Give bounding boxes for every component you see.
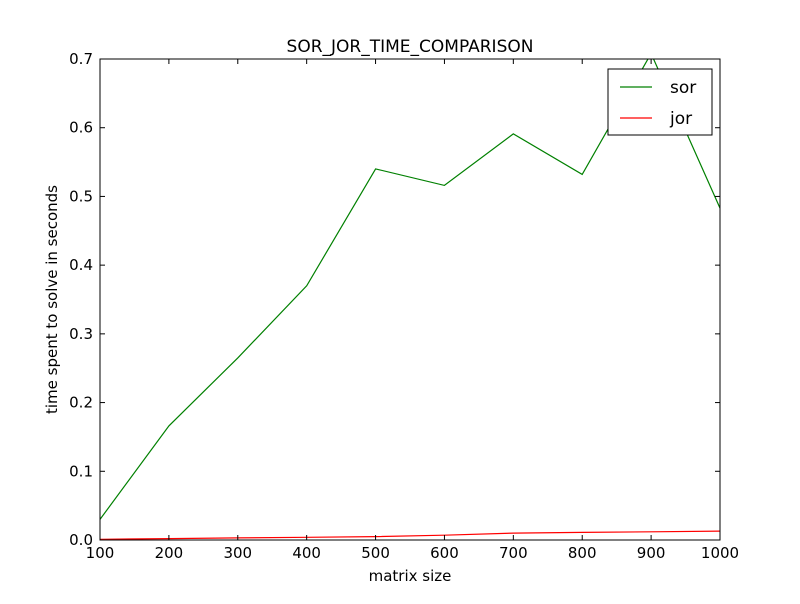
plot-frame (99, 58, 721, 541)
series-line-jor (100, 530, 720, 540)
y-axis-label: time spent to solve in seconds (43, 185, 61, 414)
x-axis-label: matrix size (369, 567, 452, 585)
x-tick-label: 300 (223, 544, 252, 562)
y-tick-label: 0.2 (69, 394, 93, 412)
legend-label-sor: sor (670, 78, 696, 98)
ticks-layer: 100 200 300 400 500 600 700 800 900 1000 0.0 0.1 0.2… (69, 50, 739, 562)
x-tick-label: 1000 (701, 544, 739, 562)
y-tick-label: 0.1 (69, 462, 93, 480)
x-tick-label: 700 (499, 544, 528, 562)
x-tick-label: 100 (86, 544, 115, 562)
y-tick-label: 0.6 (69, 119, 93, 137)
legend-label-jor: jor (669, 109, 692, 129)
chart-title: SOR_JOR_TIME_COMPARISON (287, 37, 534, 57)
y-tick-label: 0.7 (69, 50, 93, 68)
y-tick-label: 0.4 (69, 256, 93, 274)
x-tick-label: 200 (155, 544, 184, 562)
x-tick-label: 900 (637, 544, 666, 562)
legend-box (607, 68, 713, 136)
y-tick-label: 0.3 (69, 325, 93, 343)
y-tick-label: 0.5 (69, 187, 93, 205)
y-tick-label: 0.0 (69, 531, 93, 549)
legend: sor jor (607, 68, 713, 136)
x-tick-label: 800 (568, 544, 597, 562)
x-tick-label: 600 (430, 544, 459, 562)
x-tick-label: 500 (361, 544, 390, 562)
x-tick-label: 400 (292, 544, 321, 562)
